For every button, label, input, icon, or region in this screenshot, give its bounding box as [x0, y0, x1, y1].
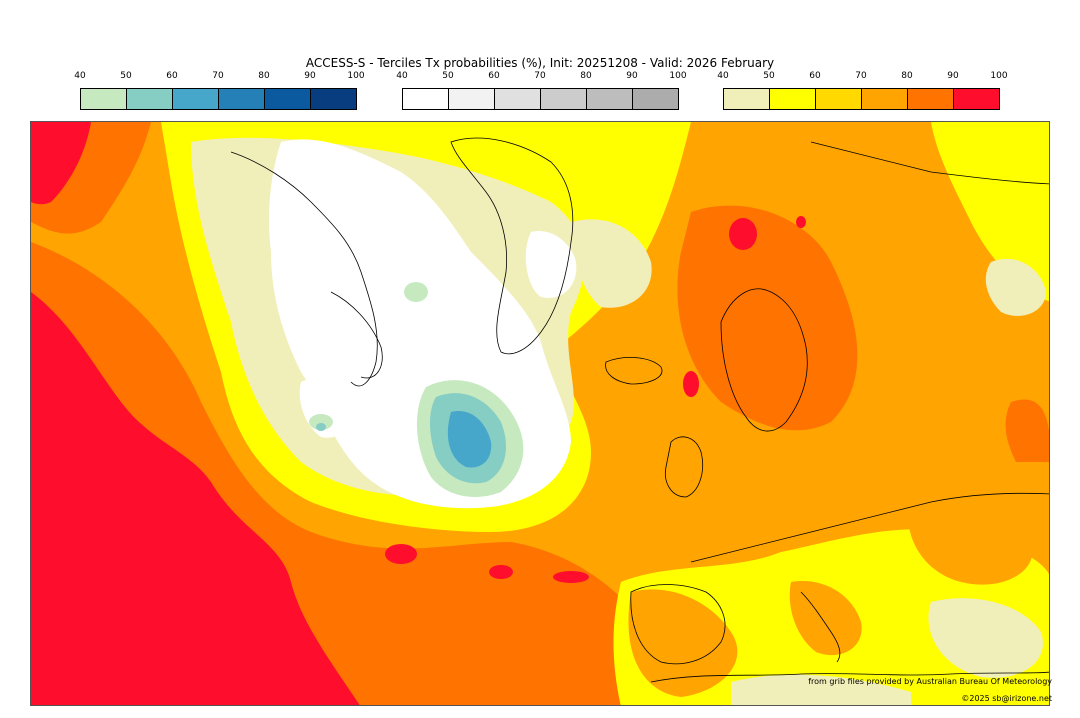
tick-label: 100	[990, 71, 1008, 81]
coastline-italy	[800, 591, 841, 663]
orange-patch-iberia	[628, 589, 738, 697]
beige-region-africa	[731, 674, 911, 705]
coastline-british-isles	[664, 436, 703, 498]
color-swatch	[862, 89, 908, 109]
coastline-iceland	[605, 357, 663, 385]
color-swatch	[449, 89, 495, 109]
coastline-iberia	[630, 584, 726, 665]
colorbar-near-normal	[402, 88, 679, 110]
tick-label: 100	[347, 71, 365, 81]
color-swatch	[633, 89, 678, 109]
beige-region-greenland-east	[571, 219, 652, 308]
dark-orange-scandinavia	[677, 205, 858, 431]
red-region-west	[31, 292, 360, 705]
colorbar-above-normal	[723, 88, 1000, 110]
tick-label: 60	[809, 71, 821, 81]
color-swatch	[770, 89, 816, 109]
tick-label: 70	[534, 71, 546, 81]
tick-label: 40	[74, 71, 86, 81]
color-swatch	[127, 89, 173, 109]
beige-region-balkans	[928, 598, 1043, 678]
blue-region-blob	[447, 411, 492, 468]
red-spot-atlantic-3	[553, 571, 589, 583]
tick-label: 50	[120, 71, 132, 81]
tick-label: 90	[947, 71, 959, 81]
colorbar-below-normal	[80, 88, 357, 110]
red-spot-iceland-east	[683, 371, 699, 397]
color-swatch	[311, 89, 356, 109]
tick-label: 50	[442, 71, 454, 81]
tick-label: 40	[717, 71, 729, 81]
tick-label: 60	[166, 71, 178, 81]
coastlines	[230, 137, 1049, 683]
tick-label: 90	[304, 71, 316, 81]
color-swatch	[816, 89, 862, 109]
tick-label: 90	[626, 71, 638, 81]
coastline-russia-north	[810, 141, 1049, 185]
orange-patch-central-europe	[908, 499, 1033, 585]
tick-label: 80	[901, 71, 913, 81]
red-region-northwest	[31, 122, 91, 205]
colorbar-below-ticks: 40 50 60 70 80 90 100	[74, 71, 364, 85]
coastline-north-africa	[650, 671, 1049, 683]
tick-label: 80	[580, 71, 592, 81]
map-svg	[31, 122, 1049, 705]
green-spot-baffin	[309, 414, 333, 430]
green-spot-arctic	[404, 282, 428, 302]
data-source-credit: from grib files provided by Australian B…	[808, 677, 1052, 686]
color-swatch	[265, 89, 311, 109]
color-swatch	[954, 89, 999, 109]
tick-label: 100	[669, 71, 687, 81]
coastline-greenland	[450, 137, 574, 355]
map-title: ACCESS-S - Terciles Tx probabilities (%)…	[305, 56, 775, 70]
beige-region-north-east	[985, 258, 1046, 316]
color-swatch	[219, 89, 265, 109]
color-swatch	[403, 89, 449, 109]
tick-label: 70	[212, 71, 224, 81]
coastline-europe	[690, 492, 1049, 563]
red-spot-atlantic-1	[385, 544, 417, 564]
color-swatch	[587, 89, 633, 109]
tick-label: 50	[763, 71, 775, 81]
dark-orange-east	[1005, 399, 1049, 462]
colorbar-near-ticks: 40 50 60 70 80 90 100	[396, 71, 686, 85]
teal-spot-baffin	[316, 423, 326, 431]
color-swatch	[541, 89, 587, 109]
tick-label: 80	[258, 71, 270, 81]
color-swatch	[495, 89, 541, 109]
coastline-canadian-arctic	[230, 151, 378, 387]
tick-label: 70	[855, 71, 867, 81]
red-spot-scandinavia	[729, 218, 757, 250]
color-swatch	[908, 89, 954, 109]
coastline-scandinavia	[720, 288, 808, 432]
red-spot-atlantic-2	[489, 565, 513, 579]
tick-label: 60	[488, 71, 500, 81]
coastline-baffin	[330, 291, 383, 379]
yellow-region-east	[931, 122, 1049, 302]
tick-label: 40	[396, 71, 408, 81]
copyright-credit: ©2025 sb@irizone.net	[961, 694, 1052, 703]
color-swatch	[81, 89, 127, 109]
color-swatch	[173, 89, 219, 109]
red-spot-scandinavia-2	[796, 216, 806, 228]
color-swatch	[724, 89, 770, 109]
probability-map	[30, 121, 1050, 706]
colorbar-above-ticks: 40 50 60 70 80 90 100	[717, 71, 1007, 85]
